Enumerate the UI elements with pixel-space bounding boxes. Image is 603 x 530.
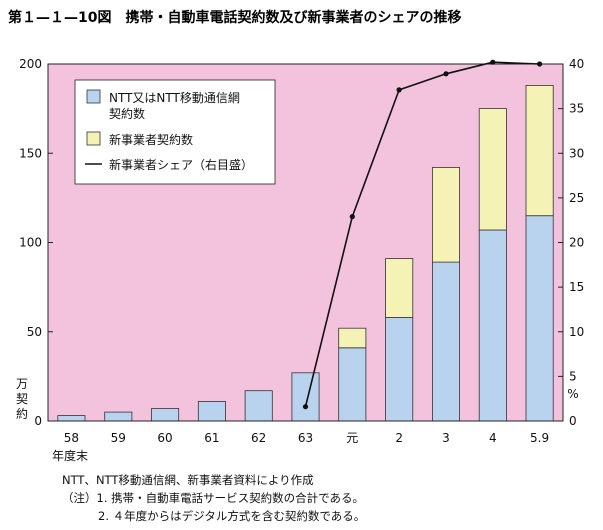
x-tick-label-1: 59	[111, 431, 126, 445]
left-tick-label-4: 200	[19, 57, 42, 71]
footnote-1: （注）1. 携帯・自動車電話サービス契約数の合計である。	[62, 491, 364, 505]
left-axis-unit-char-1: 契	[16, 392, 28, 406]
x-axis-suffix: 年度末	[52, 448, 88, 463]
legend-label-new-entrant: 新事業者契約数	[109, 132, 193, 147]
legend-box	[74, 79, 276, 185]
share-line	[304, 61, 540, 407]
left-tick-label-3: 150	[19, 146, 42, 160]
bar-ntt-5	[291, 372, 320, 422]
bar-new-entrant-9	[478, 108, 507, 231]
left-tick-label-2: 100	[19, 236, 42, 250]
bar-ntt-7	[385, 317, 414, 422]
bar-new-entrant-7	[385, 258, 414, 318]
bar-ntt-4	[244, 390, 273, 422]
right-tick-label-3: 15	[569, 280, 584, 294]
x-tick-label-9: 4	[489, 431, 497, 445]
share-point-8	[443, 71, 449, 77]
left-tick-label-1: 50	[27, 325, 42, 339]
right-tick-label-2: 10	[569, 325, 584, 339]
legend-swatch-ntt	[86, 89, 101, 104]
legend-label-ntt-line1: NTT又はNTT移動通信網	[109, 91, 240, 105]
share-point-6	[349, 214, 355, 220]
share-point-10	[537, 61, 543, 67]
legend-label-share: 新事業者シェア（右目盛）	[109, 157, 253, 172]
bar-ntt-9	[478, 229, 507, 422]
bar-ntt-6	[338, 347, 367, 422]
legend-swatch-new-entrant	[86, 131, 101, 146]
footnote-2: 2. ４年度からはデジタル方式を含む契約数である。	[98, 509, 365, 523]
bar-new-entrant-8	[431, 167, 460, 263]
x-tick-label-2: 60	[157, 431, 172, 445]
bar-ntt-8	[431, 261, 460, 422]
bar-ntt-2	[151, 408, 180, 422]
right-axis-unit: %	[567, 387, 578, 401]
legend-label-ntt-line2: 契約数	[109, 106, 145, 121]
source-note: NTT、NTT移動通信網、新事業者資料により作成	[62, 473, 314, 487]
right-tick-label-4: 20	[569, 236, 584, 250]
right-tick-label-0: 0	[569, 414, 577, 428]
x-tick-label-3: 61	[204, 431, 219, 445]
x-tick-label-4: 62	[251, 431, 266, 445]
left-axis-unit-char-0: 万	[16, 377, 28, 391]
right-tick-label-8: 40	[569, 57, 584, 71]
x-tick-label-6: 元	[346, 431, 358, 445]
chart-title: 第１—１—10図 携帯・自動車電話契約数及び新事業者のシェアの推移	[8, 9, 461, 26]
x-tick-label-8: 3	[442, 431, 450, 445]
bar-ntt-0	[57, 415, 86, 422]
right-tick-label-6: 30	[569, 146, 584, 160]
bar-new-entrant-6	[338, 327, 367, 349]
x-tick-label-7: 2	[395, 431, 403, 445]
bar-ntt-10	[525, 215, 554, 422]
x-tick-label-10: 5.9	[530, 431, 549, 445]
share-point-7	[396, 87, 402, 93]
bar-ntt-1	[104, 411, 133, 422]
left-axis-unit-char-2: 約	[16, 406, 28, 421]
share-point-5	[302, 404, 309, 410]
bar-ntt-3	[197, 400, 226, 422]
left-tick-label-0: 0	[34, 414, 42, 428]
share-point-9	[490, 59, 496, 65]
x-tick-label-5: 63	[298, 431, 313, 445]
right-tick-label-5: 25	[569, 191, 584, 205]
x-tick-label-0: 58	[64, 431, 79, 445]
right-tick-label-1: 5	[569, 369, 577, 383]
right-tick-label-7: 35	[569, 102, 584, 116]
bar-new-entrant-10	[525, 85, 554, 217]
